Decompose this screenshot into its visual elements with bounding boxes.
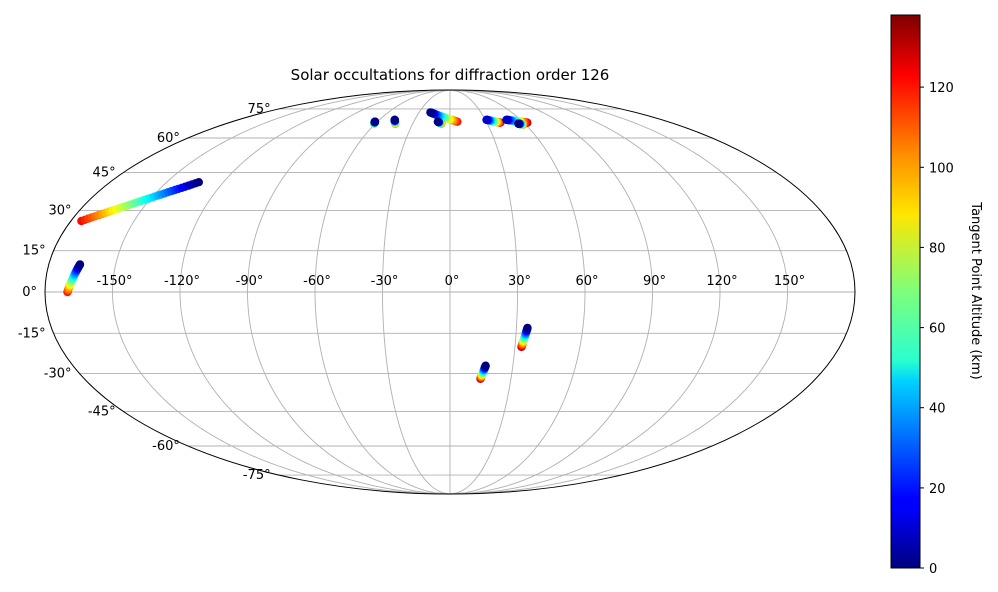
longitude-tick-label: 120° <box>706 274 737 289</box>
map-outline <box>44 89 856 495</box>
colorbar <box>890 14 921 569</box>
colorbar-tick-label: 120 <box>929 81 954 96</box>
longitude-tick-label: -120° <box>164 274 200 289</box>
occultation-point <box>370 117 380 126</box>
colorbar-tick-label: 80 <box>929 241 946 256</box>
latitude-tick-label: 75° <box>248 102 271 117</box>
longitude-tick-label: -90° <box>236 274 264 289</box>
colorbar-tick-label: 20 <box>929 482 946 497</box>
occultation-point <box>194 178 203 187</box>
colorbar-tick-label: 60 <box>929 322 946 337</box>
longitude-tick-label: -150° <box>96 274 132 289</box>
occultation-point <box>426 108 435 117</box>
occultation-point <box>390 115 399 125</box>
occultation-point <box>75 260 85 269</box>
latitude-tick-label: -45° <box>88 405 116 420</box>
chart-title: Solar occultations for diffraction order… <box>291 66 610 84</box>
latitude-tick-label: 60° <box>157 131 180 146</box>
occultation-point <box>481 361 490 370</box>
occultation-point <box>502 115 511 125</box>
latitude-tick-label: 30° <box>48 203 71 218</box>
colorbar-tick-label: 100 <box>929 161 954 176</box>
latitude-tick-label: 15° <box>23 244 46 259</box>
colorbar-tick-label: 40 <box>929 402 946 417</box>
latitude-tick-label: -30° <box>44 367 72 382</box>
latitude-tick-label: -75° <box>243 468 271 483</box>
longitude-tick-label: 0° <box>445 274 460 289</box>
colorbar-ticks: 0 20 40 60 80 100 120 <box>920 81 954 577</box>
occultation-point <box>523 323 532 333</box>
latitude-tick-label: 45° <box>93 165 116 180</box>
longitude-tick-label: -30° <box>371 274 399 289</box>
latitude-tick-labels: 75° 60° 45° 30° 15° 0° -15° -30° -45° -60° -75° <box>18 102 271 483</box>
occultation-point <box>482 115 491 125</box>
longitude-tick-labels: -150° -120° -90° -60° -30° 0° 30° 60° 90° 120° 150… <box>96 274 805 289</box>
map-grid <box>45 90 855 494</box>
occultation-point <box>433 117 443 126</box>
longitude-tick-label: 150° <box>774 274 805 289</box>
occultation-point <box>514 119 523 128</box>
latitude-tick-label: 0° <box>22 285 37 300</box>
occultation-points <box>63 108 532 383</box>
colorbar-tick-label: 0 <box>929 562 937 577</box>
latitude-tick-label: -60° <box>152 439 180 454</box>
longitude-tick-label: 90° <box>643 274 666 289</box>
longitude-tick-label: 30° <box>508 274 531 289</box>
longitude-tick-label: 60° <box>575 274 598 289</box>
latitude-tick-label: -15° <box>18 326 46 341</box>
longitude-tick-label: -60° <box>303 274 331 289</box>
colorbar-label: Tangent Point Altitude (km) <box>968 201 983 379</box>
